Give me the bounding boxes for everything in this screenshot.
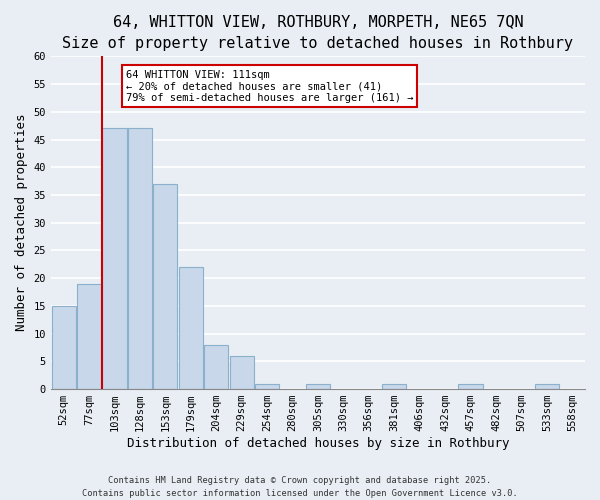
Bar <box>230 356 254 389</box>
Text: Contains HM Land Registry data © Crown copyright and database right 2025.
Contai: Contains HM Land Registry data © Crown c… <box>82 476 518 498</box>
Bar <box>179 267 203 389</box>
Bar <box>382 384 406 389</box>
Bar <box>77 284 101 389</box>
X-axis label: Distribution of detached houses by size in Rothbury: Distribution of detached houses by size … <box>127 437 509 450</box>
Text: 64 WHITTON VIEW: 111sqm
← 20% of detached houses are smaller (41)
79% of semi-de: 64 WHITTON VIEW: 111sqm ← 20% of detache… <box>125 70 413 103</box>
Bar <box>204 344 229 389</box>
Bar <box>255 384 279 389</box>
Bar <box>306 384 330 389</box>
Bar <box>128 128 152 389</box>
Bar <box>153 184 178 389</box>
Bar <box>458 384 482 389</box>
Bar <box>535 384 559 389</box>
Y-axis label: Number of detached properties: Number of detached properties <box>15 114 28 332</box>
Title: 64, WHITTON VIEW, ROTHBURY, MORPETH, NE65 7QN
Size of property relative to detac: 64, WHITTON VIEW, ROTHBURY, MORPETH, NE6… <box>62 15 574 51</box>
Bar <box>103 128 127 389</box>
Bar <box>52 306 76 389</box>
